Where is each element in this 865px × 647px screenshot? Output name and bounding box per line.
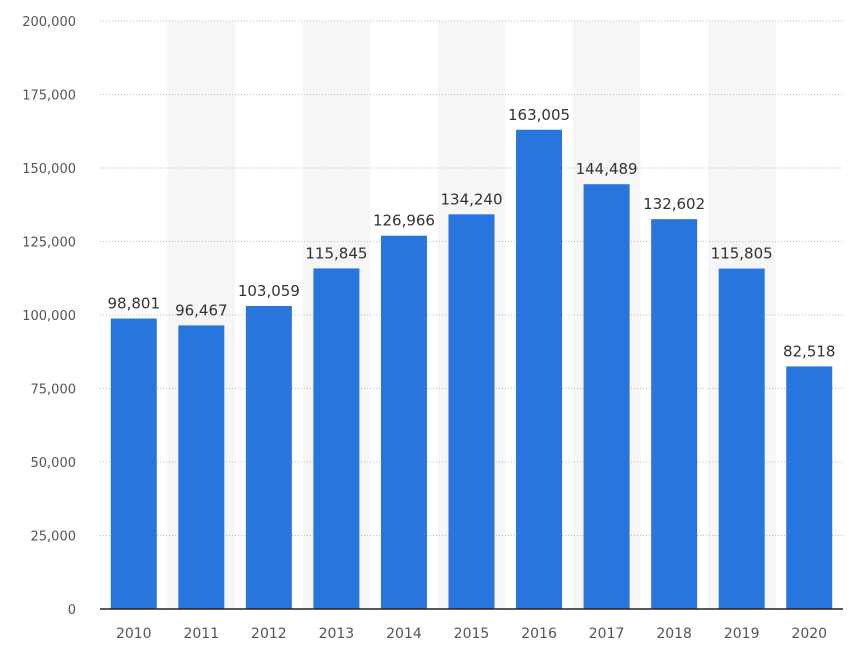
y-tick-label: 50,000 — [31, 456, 77, 471]
y-tick-label: 200,000 — [22, 15, 76, 30]
y-tick-label: 150,000 — [22, 162, 76, 177]
bar-2011 — [178, 325, 225, 609]
value-label-2018: 132,602 — [643, 195, 705, 213]
y-tick-label: 75,000 — [31, 383, 77, 398]
bar-2012 — [245, 306, 292, 609]
x-tick-label-2014: 2014 — [386, 626, 422, 642]
bar-2018 — [651, 219, 698, 609]
value-label-2012: 103,059 — [238, 282, 300, 300]
x-tick-label-2011: 2011 — [183, 626, 219, 642]
bar-2016 — [516, 129, 563, 609]
x-tick-label-2015: 2015 — [454, 626, 490, 642]
bar-2013 — [313, 268, 360, 609]
y-tick-label: 100,000 — [22, 309, 76, 324]
value-label-2013: 115,845 — [305, 244, 367, 262]
x-tick-label-2017: 2017 — [589, 626, 625, 642]
value-label-2017: 144,489 — [576, 160, 638, 178]
value-label-2015: 134,240 — [440, 190, 502, 208]
x-tick-label-2012: 2012 — [251, 626, 287, 642]
x-tick-label-2016: 2016 — [521, 626, 557, 642]
y-tick-label: 25,000 — [31, 530, 77, 545]
x-tick-label-2019: 2019 — [724, 626, 760, 642]
x-axis-ticks: 2010 2011 2012 2013 2014 2015 2016 2017 2018 2019… — [116, 626, 827, 642]
value-label-2019: 115,805 — [711, 245, 773, 263]
value-label-2016: 163,005 — [508, 106, 570, 124]
x-tick-label-2013: 2013 — [319, 626, 355, 642]
bar-2019 — [718, 268, 765, 609]
y-tick-label: 175,000 — [22, 89, 76, 104]
x-tick-label-2020: 2020 — [791, 626, 827, 642]
value-label-2011: 96,467 — [175, 301, 228, 319]
bar-2020 — [786, 366, 833, 609]
y-tick-label: 0 — [68, 603, 76, 618]
x-tick-label-2010: 2010 — [116, 626, 152, 642]
value-label-2014: 126,966 — [373, 212, 435, 230]
bar-2017 — [583, 184, 630, 610]
y-tick-label: 125,000 — [22, 236, 76, 251]
bar-2010 — [110, 318, 157, 609]
x-tick-label-2018: 2018 — [656, 626, 692, 642]
value-label-2010: 98,801 — [108, 295, 161, 313]
value-labels: 98,801 96,467 103,059 115,845 126,966 134,240… — [108, 106, 836, 361]
bar-2015 — [448, 214, 495, 609]
bar-2014 — [380, 235, 427, 609]
value-label-2020: 82,518 — [783, 342, 836, 360]
bars — [110, 129, 833, 610]
y-axis-ticks: 0 25,000 50,000 75,000 100,000 125,000 150,000… — [22, 15, 76, 618]
